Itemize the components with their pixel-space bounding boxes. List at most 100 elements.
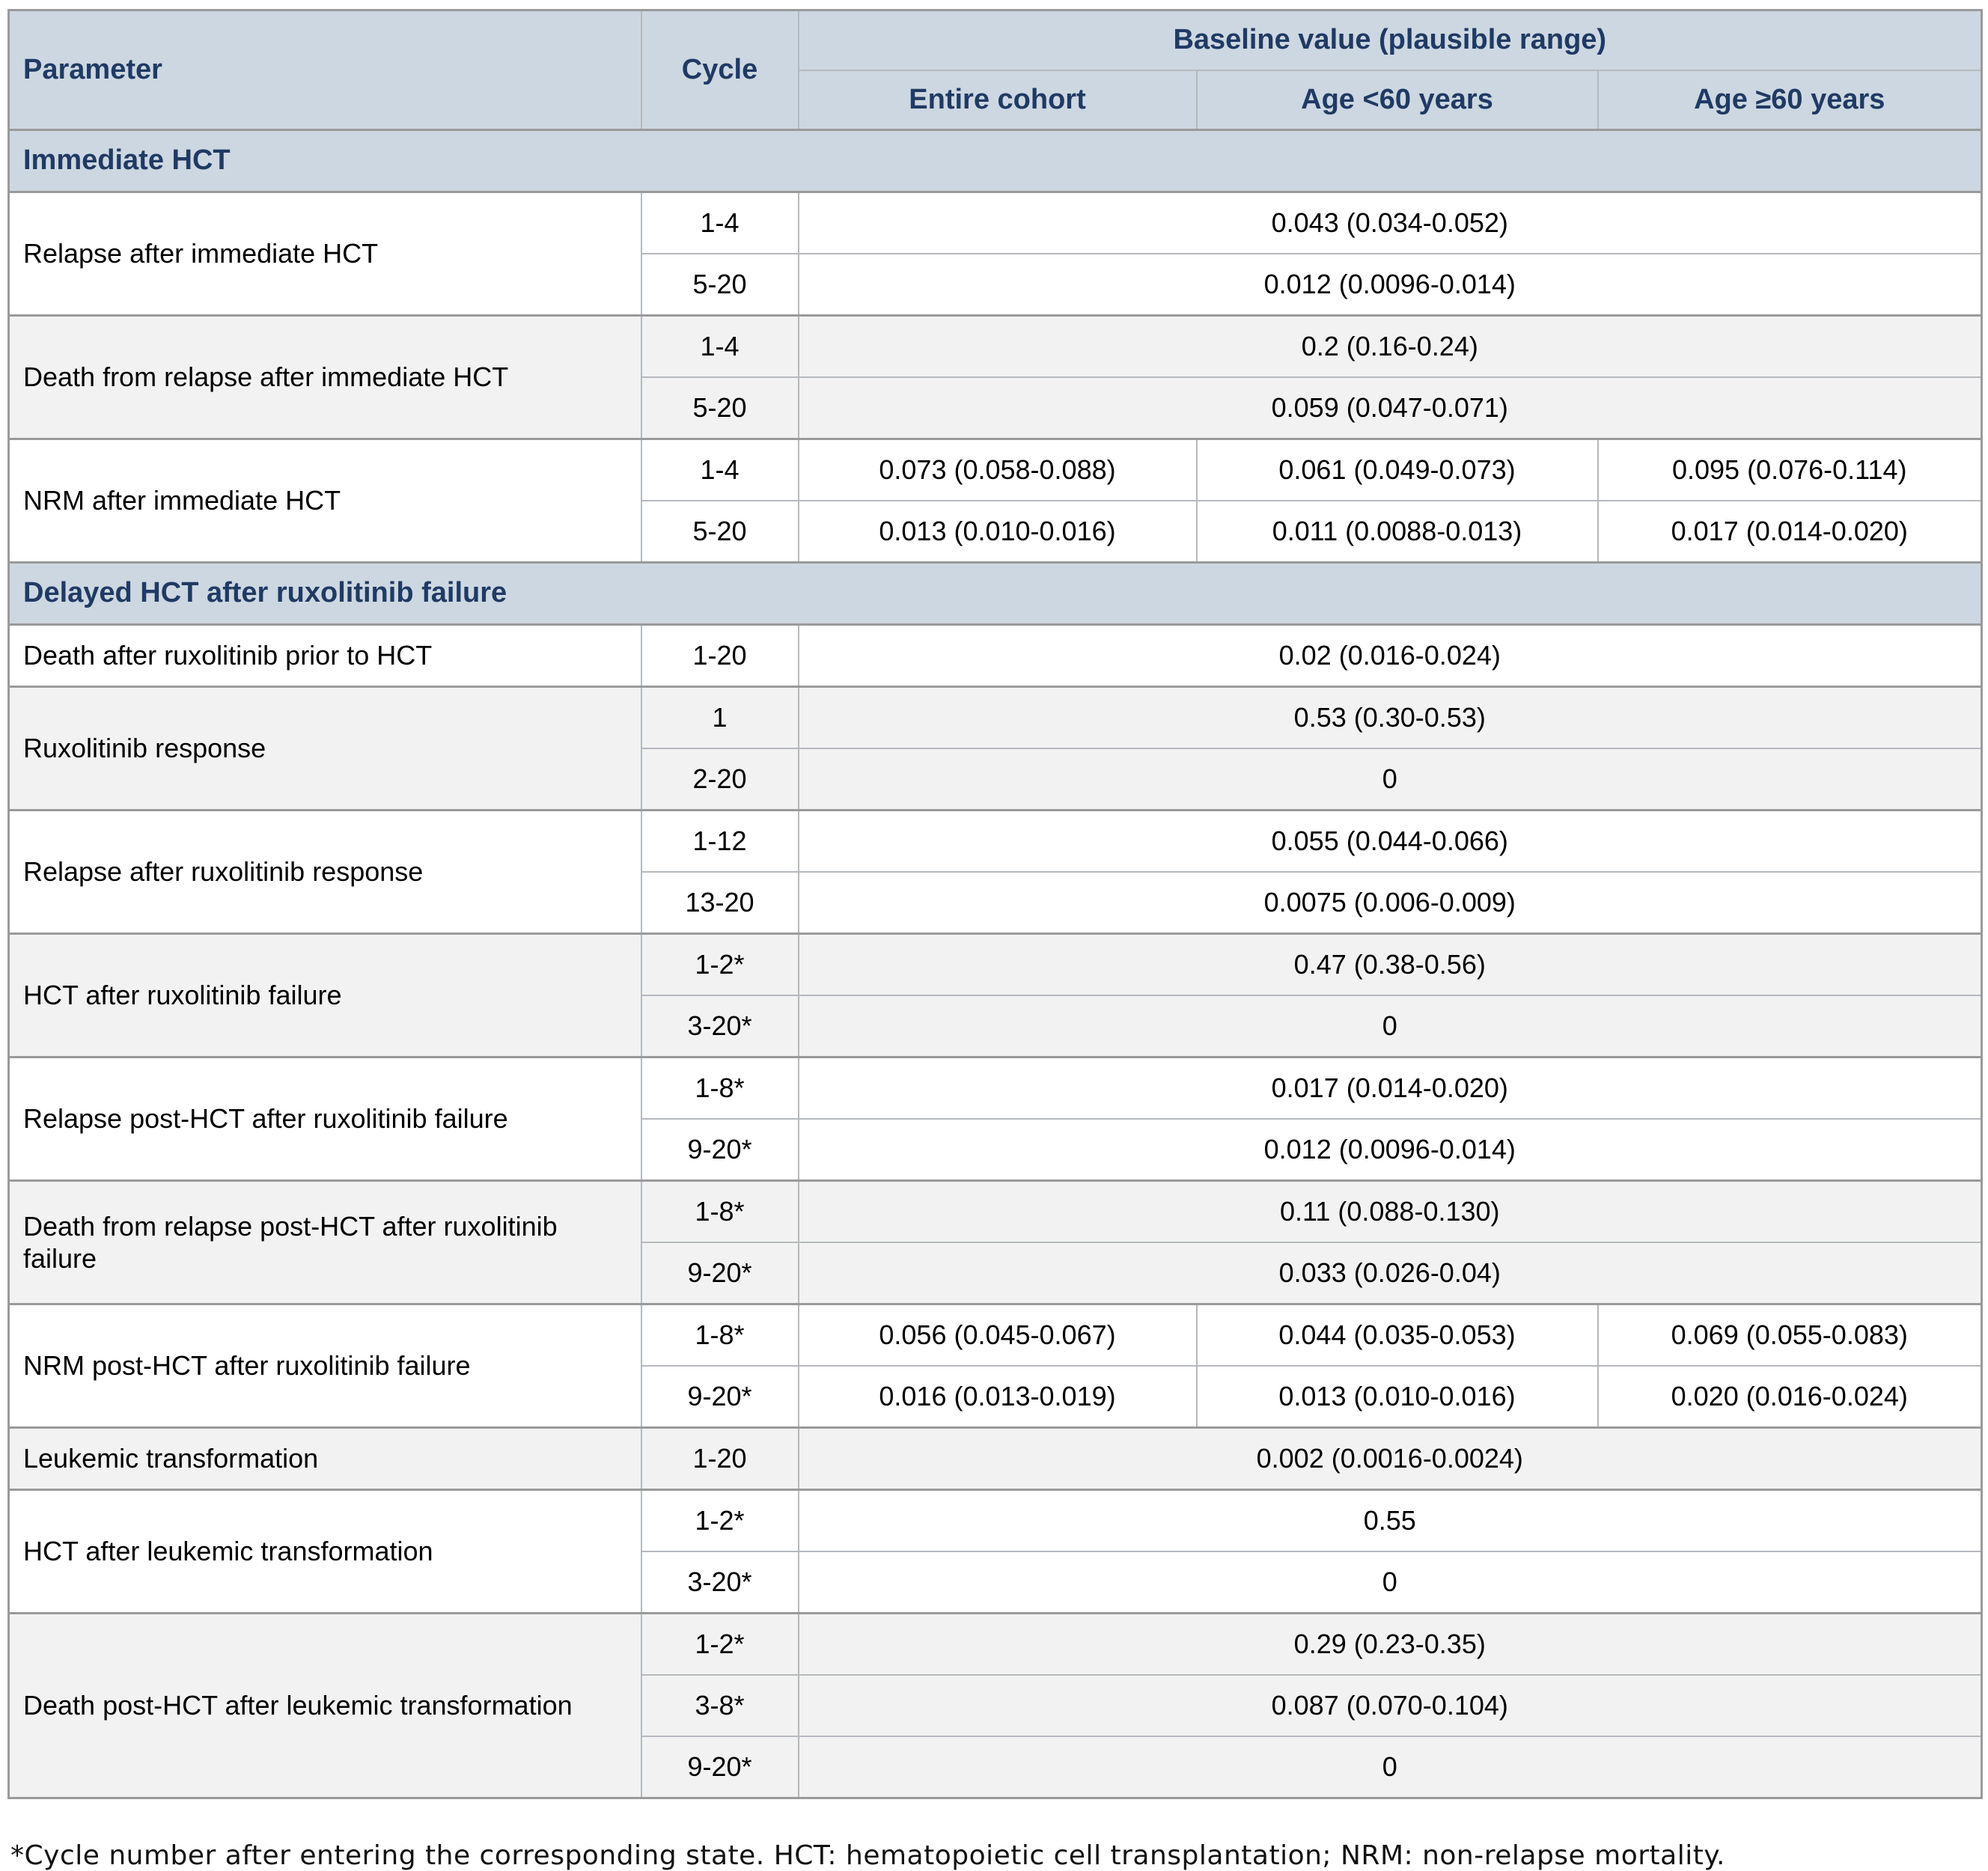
table-row: Death after ruxolitinib prior to HCT 1-20… — [7, 623, 1983, 688]
table-row: Death post-HCT after leukemic transforma… — [7, 1612, 1983, 1799]
parameter-cell: Relapse after ruxolitinib response — [7, 809, 642, 935]
section-row: Delayed HCT after ruxolitinib failure — [7, 561, 1983, 626]
table-row: 9-20* 0.033 (0.026-0.04) — [9, 1242, 1983, 1305]
value-cell: 0 — [797, 995, 1983, 1058]
cycle-cell: 1-4 — [640, 314, 799, 378]
value-cell: 0.0075 (0.006-0.009) — [797, 871, 1983, 935]
parameter-cell: HCT after leukemic transformation — [7, 1489, 642, 1614]
cycle-cell: 1-2* — [640, 1489, 799, 1552]
value-cell: 0.013 (0.010-0.016) — [797, 500, 1198, 564]
header-age-lt60: Age <60 years — [1195, 69, 1599, 131]
cycle-cell: 1-20 — [640, 1426, 799, 1491]
cycle-cell: 3-20* — [640, 995, 799, 1058]
cycle-cell: 2-20 — [640, 748, 799, 811]
parameter-cell: Relapse after immediate HCT — [7, 191, 642, 317]
value-cell: 0.011 (0.0088-0.013) — [1195, 500, 1599, 564]
table-row: Death from relapse after immediate HCT 1-… — [7, 314, 1983, 440]
cycle-cell: 5-20 — [640, 253, 799, 317]
table-row: 9-20* 0.012 (0.0096-0.014) — [9, 1118, 1983, 1182]
table-row: 9-20* 0.016 (0.013-0.019) 0.013 (0.010-0.0… — [9, 1365, 1983, 1429]
cycle-cell: 1-8* — [640, 1056, 799, 1120]
parameter-cell: Death from relapse after immediate HCT — [7, 314, 642, 440]
value-cell: 0.073 (0.058-0.088) — [797, 438, 1198, 501]
cycle-cell: 1-4 — [640, 438, 799, 501]
section-row: Immediate HCT — [7, 129, 1983, 193]
value-cell: 0.095 (0.076-0.114) — [1597, 438, 1983, 501]
value-cell: 0.069 (0.055-0.083) — [1597, 1303, 1983, 1367]
table-row: 5-20 0.012 (0.0096-0.014) — [9, 253, 1983, 317]
cycle-cell: 1 — [640, 686, 799, 749]
value-cell: 0.2 (0.16-0.24) — [797, 314, 1983, 378]
table-row: 9-20* 0 — [9, 1736, 1983, 1799]
value-cell: 0.02 (0.016-0.024) — [797, 623, 1983, 688]
cycle-cell: 5-20 — [640, 376, 799, 440]
table-row: 13-20 0.0075 (0.006-0.009) — [9, 871, 1983, 935]
table-row: Ruxolitinib response 1 0.53 (0.30-0.53) — [7, 686, 1983, 811]
table-row: 5-20 0.059 (0.047-0.071) — [9, 376, 1983, 440]
table-row: HCT after ruxolitinib failure 1-2* 0.47 (0… — [7, 933, 1983, 1058]
cycle-cell: 1-8* — [640, 1303, 799, 1367]
table-row: 3-20* 0 — [9, 995, 1983, 1058]
value-cell: 0 — [797, 1551, 1983, 1614]
table-row: 2-20 0 — [9, 748, 1983, 811]
table-row: NRM post-HCT after ruxolitinib failure 1-… — [7, 1303, 1983, 1429]
cycle-cell: 9-20* — [640, 1118, 799, 1182]
cycle-cell: 5-20 — [640, 500, 799, 564]
parameter-cell: Ruxolitinib response — [7, 686, 642, 811]
table-body: Immediate HCT Relapse after immediate HCT… — [7, 129, 1983, 1799]
parameter-cell: Death from relapse post-HCT after ruxoli… — [7, 1179, 642, 1305]
table-row: Relapse post-HCT after ruxolitinib failu… — [7, 1056, 1983, 1182]
parameter-cell: Leukemic transformation — [7, 1426, 642, 1491]
header-baseline-group: Baseline value (plausible range) — [797, 9, 1983, 71]
value-cell: 0.056 (0.045-0.067) — [797, 1303, 1198, 1367]
table-row: 5-20 0.013 (0.010-0.016) 0.011 (0.0088-0.0… — [9, 500, 1983, 564]
cycle-cell: 9-20* — [640, 1736, 799, 1799]
value-cell: 0.53 (0.30-0.53) — [797, 686, 1983, 749]
value-cell: 0.29 (0.23-0.35) — [797, 1612, 1983, 1676]
cycle-cell: 1-2* — [640, 933, 799, 996]
value-cell: 0.017 (0.014-0.020) — [1597, 500, 1983, 564]
parameter-cell: HCT after ruxolitinib failure — [7, 933, 642, 1058]
value-cell: 0.016 (0.013-0.019) — [797, 1365, 1198, 1429]
value-cell: 0.017 (0.014-0.020) — [797, 1056, 1983, 1120]
parameter-cell: NRM post-HCT after ruxolitinib failure — [7, 1303, 642, 1429]
header-age-gte60: Age ≥60 years — [1597, 69, 1983, 131]
parameter-cell: Death post-HCT after leukemic transforma… — [7, 1612, 642, 1799]
value-cell: 0.11 (0.088-0.130) — [797, 1179, 1983, 1243]
value-cell: 0 — [797, 1736, 1983, 1799]
section-title: Immediate HCT — [7, 129, 1983, 193]
value-cell: 0.47 (0.38-0.56) — [797, 933, 1983, 996]
value-cell: 0.55 — [797, 1489, 1983, 1552]
header-entire-cohort: Entire cohort — [797, 69, 1198, 131]
cycle-cell: 3-20* — [640, 1551, 799, 1614]
value-cell: 0.059 (0.047-0.071) — [797, 376, 1983, 440]
section-title: Delayed HCT after ruxolitinib failure — [7, 561, 1983, 626]
value-cell: 0.043 (0.034-0.052) — [797, 191, 1983, 254]
cycle-cell: 1-2* — [640, 1612, 799, 1676]
cycle-cell: 9-20* — [640, 1365, 799, 1429]
table-header: Parameter Cycle Baseline value (plausibl… — [7, 9, 1983, 131]
parameter-cell: NRM after immediate HCT — [7, 438, 642, 564]
value-cell: 0.044 (0.035-0.053) — [1195, 1303, 1599, 1367]
table-row: Leukemic transformation 1-20 0.002 (0.0016… — [7, 1426, 1983, 1491]
value-cell: 0 — [797, 748, 1983, 811]
table-row: Death from relapse post-HCT after ruxoli… — [7, 1179, 1983, 1305]
value-cell: 0.087 (0.070-0.104) — [797, 1674, 1983, 1737]
cycle-cell: 1-8* — [640, 1179, 799, 1243]
footnote: *Cycle number after entering the corresp… — [10, 1840, 1725, 1871]
value-cell: 0.012 (0.0096-0.014) — [797, 1118, 1983, 1182]
cycle-cell: 1-4 — [640, 191, 799, 254]
parameter-cell: Death after ruxolitinib prior to HCT — [7, 623, 642, 688]
table-row: HCT after leukemic transformation 1-2* 0.5… — [7, 1489, 1983, 1614]
value-cell: 0.020 (0.016-0.024) — [1597, 1365, 1983, 1429]
header-cycle: Cycle — [640, 9, 799, 131]
table-row: 3-20* 0 — [9, 1551, 1983, 1614]
value-cell: 0.002 (0.0016-0.0024) — [797, 1426, 1983, 1491]
value-cell: 0.013 (0.010-0.016) — [1195, 1365, 1599, 1429]
value-cell: 0.061 (0.049-0.073) — [1195, 438, 1599, 501]
cycle-cell: 3-8* — [640, 1674, 799, 1737]
value-cell: 0.012 (0.0096-0.014) — [797, 253, 1983, 317]
cycle-cell: 9-20* — [640, 1242, 799, 1305]
table-row: NRM after immediate HCT 1-4 0.073 (0.058-0… — [7, 438, 1983, 564]
table-row: Relapse after ruxolitinib response 1-12 0.… — [7, 809, 1983, 935]
